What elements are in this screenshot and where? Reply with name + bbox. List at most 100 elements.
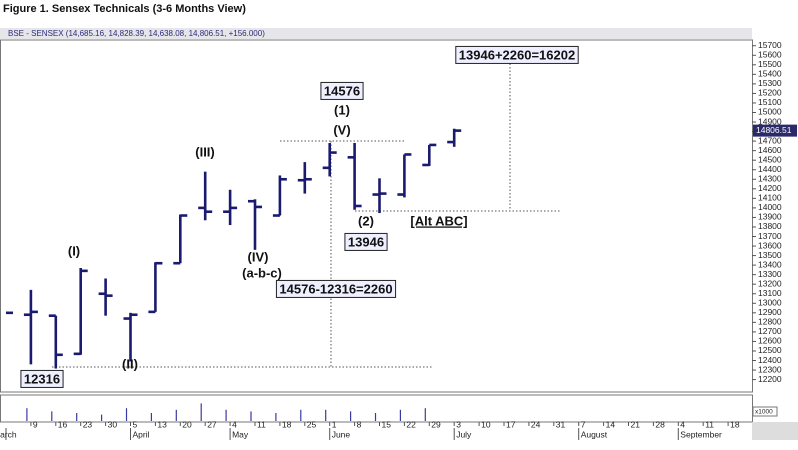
y-tick-label: 12600	[758, 336, 782, 346]
y-tick-label: 13400	[758, 259, 782, 269]
y-tick-label: 14400	[758, 164, 782, 174]
y-tick-label: 14500	[758, 154, 782, 164]
x-tick-label: 30	[108, 419, 118, 429]
y-tick-label: 14100	[758, 193, 782, 203]
header-bar	[0, 28, 752, 39]
x-tick-label: 11	[257, 419, 266, 429]
x-tick-label: 29	[431, 419, 441, 429]
x-tick-label: 16	[58, 419, 68, 429]
annotation: (a-b-c)	[242, 265, 282, 280]
y-tick-label: 15000	[758, 107, 782, 117]
volume-unit: x1000	[755, 409, 773, 416]
annotation-box	[455, 45, 579, 64]
y-tick-label: 13200	[758, 278, 782, 288]
x-tick-label: 28	[655, 419, 665, 429]
annotation: (2)	[358, 213, 374, 228]
y-tick-label: 12500	[758, 345, 782, 355]
y-tick-label: 14700	[758, 135, 782, 145]
month-label: August	[581, 429, 608, 439]
y-tick-label: 14200	[758, 183, 782, 193]
x-tick-label: 25	[307, 419, 317, 429]
x-tick-label: 15	[382, 419, 392, 429]
y-tick-label: 15600	[758, 50, 782, 60]
y-tick-label: 13500	[758, 250, 782, 260]
x-tick-label: 11	[705, 419, 714, 429]
y-tick-label: 15300	[758, 78, 782, 88]
volume-unit-box	[752, 406, 778, 417]
x-tick-label: 27	[207, 419, 217, 429]
month-label: September	[680, 429, 722, 439]
y-tick-label: 15100	[758, 97, 782, 107]
month-label: March	[0, 429, 17, 439]
x-tick-label: 3	[456, 419, 461, 429]
y-tick-label: 13900	[758, 212, 782, 222]
annotation-box	[344, 232, 388, 251]
x-tick-label: 21	[631, 419, 641, 429]
y-tick-label: 15700	[758, 40, 782, 50]
annotation: (V)	[333, 122, 350, 137]
annotation: (IV)	[248, 249, 269, 264]
month-label: June	[332, 429, 351, 439]
annotation: 13946+2260=16202	[459, 47, 575, 62]
x-tick-label: 4	[232, 419, 237, 429]
annotation: (II)	[122, 356, 138, 371]
annotation: 14576-12316=2260	[279, 281, 392, 296]
y-tick-label: 12800	[758, 317, 782, 327]
annotation-box	[275, 279, 397, 298]
y-tick-label: 14900	[758, 116, 782, 126]
y-tick-label: 12400	[758, 355, 782, 365]
y-tick-label: 14300	[758, 174, 782, 184]
y-tick-label: 15500	[758, 59, 782, 69]
x-tick-label: 8	[357, 419, 362, 429]
x-tick-label: 13	[157, 419, 167, 429]
y-tick-label: 15400	[758, 69, 782, 79]
y-tick-label: 13100	[758, 288, 782, 298]
x-tick-label: 9	[33, 419, 38, 429]
price-panel	[0, 39, 753, 393]
annotation: (III)	[195, 144, 215, 159]
month-label: April	[133, 429, 150, 439]
x-tick-label: 1	[332, 419, 337, 429]
figure-title: Figure 1. Sensex Technicals (3-6 Months …	[3, 3, 246, 15]
x-tick-label: 22	[406, 419, 416, 429]
x-tick-label: 31	[556, 419, 566, 429]
annotation: 12316	[24, 371, 60, 386]
annotation: (I)	[68, 243, 80, 258]
annotation: 13946	[348, 234, 384, 249]
annotation: 14576	[324, 83, 360, 98]
x-tick-label: 14	[606, 419, 616, 429]
x-tick-label: 20	[182, 419, 192, 429]
y-tick-label: 12900	[758, 307, 782, 317]
x-tick-label: 23	[83, 419, 93, 429]
last-price-label: 14806.51	[756, 125, 792, 135]
y-tick-label: 13000	[758, 298, 782, 308]
plot	[6, 128, 462, 369]
y-tick-label: 13600	[758, 240, 782, 250]
y-tick-label: 14600	[758, 145, 782, 155]
annotation-box	[20, 369, 64, 388]
x-tick-label: 18	[282, 419, 292, 429]
x-tick-label: 7	[581, 419, 586, 429]
x-tick-label: 18	[730, 419, 740, 429]
chart-header: BSE - SENSEX (14,685.16, 14,828.39, 14,6…	[8, 29, 265, 38]
x-tick-label: 5	[133, 419, 138, 429]
y-tick-label: 13700	[758, 231, 782, 241]
x-tick-label: 24	[531, 419, 541, 429]
y-tick-label: 15200	[758, 88, 782, 98]
annotation: [Alt ABC]	[410, 213, 467, 228]
x-tick-label: 17	[506, 419, 516, 429]
x-tick-label: 10	[481, 419, 491, 429]
y-tick-label: 14000	[758, 202, 782, 212]
y-tick-label: 13300	[758, 269, 782, 279]
y-tick-label: 12300	[758, 364, 782, 374]
y-tick-label: 12700	[758, 326, 782, 336]
corner-box	[752, 422, 798, 440]
x-tick-label: 4	[680, 419, 685, 429]
annotation-box	[320, 81, 364, 100]
y-tick-label: 12200	[758, 374, 782, 384]
last-price-box	[753, 124, 797, 137]
month-label: May	[232, 429, 249, 439]
y-tick-label: 13800	[758, 221, 782, 231]
